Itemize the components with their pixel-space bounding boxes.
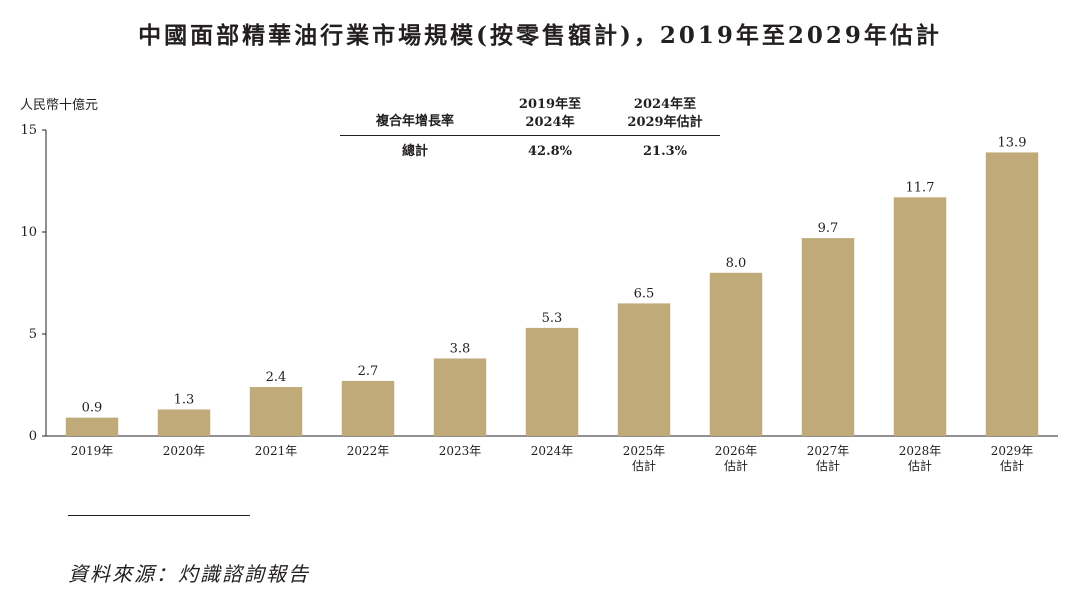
- y-tick-label: 5: [29, 327, 37, 342]
- cagr-total-label: 總計: [401, 144, 428, 159]
- x-tick-label: 2027年: [807, 444, 850, 458]
- x-tick-label: 2026年: [715, 444, 758, 458]
- cagr-divider: [340, 135, 720, 136]
- data-label: 3.8: [450, 341, 471, 356]
- x-tick-label: 估計: [908, 458, 932, 473]
- data-label: 0.9: [82, 401, 103, 416]
- y-tick-label: 15: [20, 123, 37, 138]
- data-label: 6.5: [634, 286, 655, 301]
- data-label: 8.0: [726, 256, 747, 271]
- cagr-total-row: 總計 42.8% 21.3%: [340, 136, 720, 166]
- x-tick-label: 2024年: [531, 444, 574, 458]
- bar: [65, 417, 119, 436]
- cagr-col1-value: 42.8%: [527, 144, 572, 159]
- data-label: 9.7: [818, 221, 839, 236]
- unit-label: 人民幣十億元: [20, 98, 99, 113]
- x-tick-label: 估計: [816, 458, 840, 473]
- bar: [893, 197, 947, 436]
- x-tick-label: 估計: [724, 458, 748, 473]
- data-label: 1.3: [174, 392, 195, 407]
- bar: [341, 380, 395, 436]
- x-tick-label: 2019年: [71, 444, 114, 458]
- x-tick-label: 估計: [1000, 458, 1024, 473]
- x-tick-label: 2029年: [991, 444, 1034, 458]
- bar: [157, 409, 211, 436]
- bar: [985, 152, 1039, 436]
- source-divider: [68, 515, 250, 516]
- data-label: 13.9: [998, 135, 1027, 150]
- bar: [525, 327, 579, 436]
- y-tick-label: 10: [20, 225, 37, 240]
- cagr-header-row: 複合年增長率 2019年至 2024年 2024年至 2029年估計: [340, 95, 720, 135]
- data-label: 2.4: [266, 370, 287, 385]
- data-label: 11.7: [906, 180, 935, 195]
- cagr-table: 複合年增長率 2019年至 2024年 2024年至 2029年估計 總計 42…: [340, 95, 720, 166]
- x-tick-label: 2022年: [347, 444, 390, 458]
- bar: [433, 358, 487, 436]
- cagr-col2-header: 2024年至 2029年估計: [627, 97, 703, 130]
- bar: [709, 272, 763, 436]
- x-tick-label: 2020年: [163, 444, 206, 458]
- source-note: 資料來源：灼識諮詢報告: [68, 562, 310, 586]
- cagr-col1-header: 2019年至 2024年: [518, 97, 582, 130]
- bar: [617, 303, 671, 436]
- bar: [249, 387, 303, 436]
- x-tick-label: 估計: [632, 458, 656, 473]
- chart-title: 中國面部精華油行業市場規模(按零售額計)，2019年至2029年估計: [138, 22, 942, 49]
- y-tick-label: 0: [29, 429, 37, 444]
- cagr-row-label: 複合年增長率: [375, 114, 454, 129]
- bar: [801, 238, 855, 436]
- cagr-col2-value: 21.3%: [642, 144, 687, 159]
- data-label: 5.3: [542, 311, 563, 326]
- x-tick-label: 2021年: [255, 444, 298, 458]
- data-label: 2.7: [358, 364, 379, 379]
- x-tick-label: 2028年: [899, 444, 942, 458]
- x-tick-label: 2023年: [439, 444, 482, 458]
- x-tick-label: 2025年: [623, 444, 666, 458]
